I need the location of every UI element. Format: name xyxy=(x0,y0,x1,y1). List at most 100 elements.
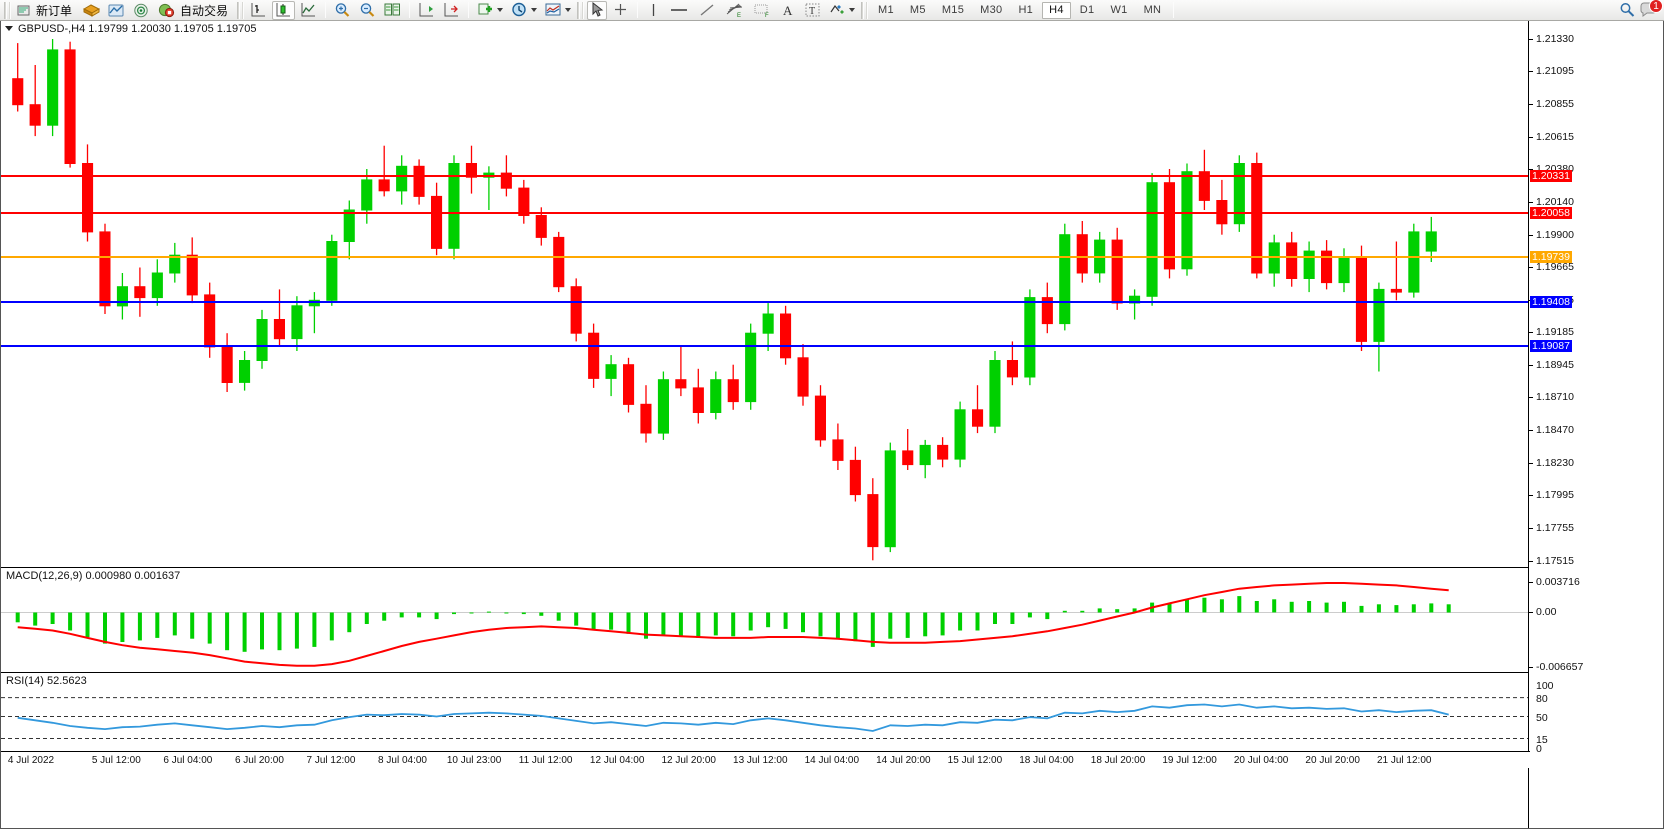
price-badge-resistance-1[interactable]: 1.20331 xyxy=(1530,169,1572,182)
wallet-button[interactable] xyxy=(80,1,103,20)
scale-column[interactable]: 1.213301.210951.208551.206151.203801.201… xyxy=(1528,21,1663,828)
time-axis-label: 18 Jul 20:00 xyxy=(1090,755,1146,766)
zoom-out-icon xyxy=(360,3,375,17)
vertical-line-button[interactable] xyxy=(643,1,663,20)
auto-scroll-button[interactable] xyxy=(440,1,463,20)
tile-windows-icon xyxy=(384,3,401,16)
hline-support-2[interactable] xyxy=(1,344,1528,347)
price-badge-resistance-2[interactable]: 1.20058 xyxy=(1530,207,1572,220)
price-axis-label: 1.20855 xyxy=(1536,97,1574,110)
tile-windows-button[interactable] xyxy=(381,1,404,20)
bar-chart-button[interactable] xyxy=(247,1,270,20)
time-axis-label: 20 Jul 20:00 xyxy=(1305,755,1360,766)
search-button[interactable] xyxy=(1616,1,1639,20)
toolbar-separator-3 xyxy=(468,2,470,18)
toolbar-grip[interactable] xyxy=(4,1,11,19)
chart-window[interactable]: 1.213301.210951.208551.206151.203801.201… xyxy=(0,21,1664,829)
toolbar-separator-2 xyxy=(409,2,411,18)
price-axis-label: 1.18230 xyxy=(1536,457,1574,470)
chart-menu-arrow-icon[interactable] xyxy=(5,26,13,31)
toolbar-grip-3[interactable] xyxy=(577,1,585,19)
time-axis-label: 5 Jul 12:00 xyxy=(91,755,141,766)
price-tick xyxy=(1529,332,1533,334)
search-icon xyxy=(1620,3,1635,17)
indicators-button[interactable] xyxy=(474,1,506,20)
price-axis-label: 1.18710 xyxy=(1536,391,1574,404)
trendline-button[interactable] xyxy=(695,1,719,20)
price-badge-support-2[interactable]: 1.19087 xyxy=(1530,339,1572,352)
price-badge-current-price[interactable]: 1.19739 xyxy=(1530,250,1572,263)
fibonacci-button[interactable]: E xyxy=(721,1,747,20)
timeframe-d1[interactable]: D1 xyxy=(1079,4,1095,16)
macd-pane[interactable]: MACD(12,26,9) 0.000980 0.001637 xyxy=(1,567,1528,672)
main-toolbar: 新订单 xyxy=(0,0,1664,21)
timeframe-group: M1 M5 M15 M30 H1 H4 D1 W1 MN xyxy=(870,1,1169,19)
hline-resistance-2[interactable] xyxy=(1,212,1528,215)
candlestick-icon xyxy=(276,3,291,17)
candlestick-chart-button[interactable] xyxy=(272,0,296,20)
time-axis-label: 12 Jul 20:00 xyxy=(661,755,716,766)
channel-button[interactable]: F xyxy=(749,1,775,20)
periods-button[interactable] xyxy=(508,1,540,20)
timeframe-mn[interactable]: MN xyxy=(1143,4,1162,16)
chevron-down-icon-4[interactable] xyxy=(849,8,856,12)
price-axis-label: 1.21095 xyxy=(1536,65,1574,78)
chart-shift-icon xyxy=(419,3,434,17)
timeframe-h1[interactable]: H1 xyxy=(1018,4,1034,16)
wallet-icon xyxy=(83,3,101,17)
text-button[interactable]: A xyxy=(777,1,799,20)
plot-column[interactable]: GBPUSD-,H4 1.19799 1.20030 1.19705 1.197… xyxy=(1,21,1530,828)
time-axis[interactable]: 4 Jul 2022 5 Jul 12:00 6 Jul 04:00 6 Jul 20… xyxy=(1,751,1530,768)
line-chart-button[interactable] xyxy=(297,1,320,20)
timeframe-m5[interactable]: M5 xyxy=(909,4,926,16)
timeframe-w1[interactable]: W1 xyxy=(1110,4,1128,16)
horizontal-line-icon xyxy=(671,9,688,11)
price-pane[interactable]: GBPUSD-,H4 1.19799 1.20030 1.19705 1.197… xyxy=(1,21,1528,567)
price-tick xyxy=(1529,39,1533,40)
toolbar-grip-4[interactable] xyxy=(861,1,869,19)
templates-button[interactable] xyxy=(542,1,574,20)
chevron-down-icon-2[interactable] xyxy=(531,8,538,12)
rsi-axis-label: 15 xyxy=(1536,733,1548,746)
new-order-button[interactable]: 新订单 xyxy=(14,1,78,20)
text-icon: A xyxy=(783,3,793,18)
time-axis-label: 4 Jul 2022 xyxy=(7,755,55,766)
navigator-icon xyxy=(134,3,148,17)
zoom-in-button[interactable] xyxy=(331,1,354,20)
svg-text:A: A xyxy=(783,3,793,18)
timeframe-m30[interactable]: M30 xyxy=(980,4,1003,16)
rsi-label: RSI(14) 52.5623 xyxy=(6,675,87,687)
timeframe-h4[interactable]: H4 xyxy=(1042,1,1071,19)
chevron-down-icon[interactable] xyxy=(497,8,504,12)
objects-button[interactable] xyxy=(826,1,858,20)
hline-support-1[interactable] xyxy=(1,300,1528,303)
rsi-pane[interactable]: RSI(14) 52.5623 xyxy=(1,672,1528,751)
navigator-button[interactable] xyxy=(130,1,153,20)
hline-resistance-1[interactable] xyxy=(1,174,1528,177)
alerts-button[interactable]: 1 xyxy=(1640,0,1663,20)
zoom-out-button[interactable] xyxy=(356,1,379,20)
svg-text:F: F xyxy=(765,13,769,18)
timeframe-m15[interactable]: M15 xyxy=(941,4,965,16)
text-label-button[interactable]: T xyxy=(801,1,824,20)
price-axis-label: 1.17995 xyxy=(1536,489,1574,502)
chart-shift-button[interactable] xyxy=(415,1,438,20)
horizontal-line-button[interactable] xyxy=(665,1,693,20)
timeframe-m1[interactable]: M1 xyxy=(878,4,894,16)
svg-text:E: E xyxy=(737,13,741,18)
time-axis-label: 14 Jul 20:00 xyxy=(876,755,931,766)
price-axis[interactable]: 1.213301.210951.208551.206151.203801.201… xyxy=(1529,21,1664,567)
hline-current-price[interactable] xyxy=(1,255,1528,258)
macd-axis-label: -0.006657 xyxy=(1536,661,1584,673)
macd-axis-label: 0.00 xyxy=(1536,606,1557,619)
cursor-button[interactable] xyxy=(587,0,608,20)
indicators-icon xyxy=(478,3,493,15)
templates-icon xyxy=(545,3,561,16)
crosshair-button[interactable] xyxy=(609,1,632,20)
auto-trading-button[interactable]: 自动交易 xyxy=(155,1,234,20)
price-badge-support-1[interactable]: 1.19408 xyxy=(1530,295,1572,308)
price-tick xyxy=(1529,266,1533,268)
market-watch-button[interactable] xyxy=(105,1,128,20)
chevron-down-icon-3[interactable] xyxy=(565,8,572,12)
toolbar-grip-2[interactable] xyxy=(237,1,245,19)
